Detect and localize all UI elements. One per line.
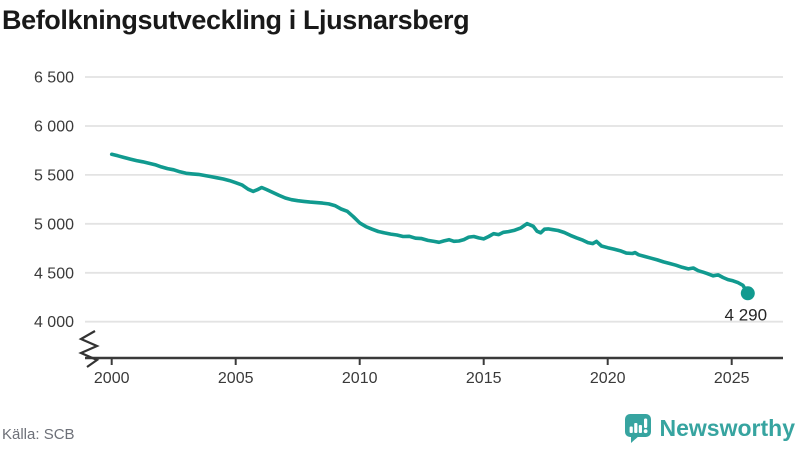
end-point-label: 4 290 <box>725 305 768 324</box>
y-tick-label: 4 000 <box>34 314 74 331</box>
x-tick-label: 2025 <box>714 370 750 387</box>
end-point-dot <box>740 286 755 301</box>
x-tick-label: 2015 <box>466 370 502 387</box>
newsworthy-logo: Newsworthy <box>624 413 795 444</box>
x-tick-label: 2000 <box>94 370 130 387</box>
y-tick-label: 4 500 <box>34 265 74 282</box>
y-tick-label: 6 000 <box>34 119 74 136</box>
axis-break-icon <box>78 330 100 368</box>
newsworthy-wordmark: Newsworthy <box>659 415 795 441</box>
x-tick-label: 2010 <box>342 370 378 387</box>
chart-title: Befolkningsutveckling i Ljusnarsberg <box>2 5 470 35</box>
y-tick-label: 6 500 <box>34 70 74 87</box>
newsworthy-bars-icon <box>624 414 651 443</box>
x-tick-label: 2020 <box>590 370 626 387</box>
source-label: Källa: SCB <box>2 426 75 443</box>
population-line <box>109 152 750 296</box>
y-tick-label: 5 500 <box>34 167 74 184</box>
x-tick-label: 2005 <box>218 370 254 387</box>
y-tick-label: 5 000 <box>34 216 74 233</box>
